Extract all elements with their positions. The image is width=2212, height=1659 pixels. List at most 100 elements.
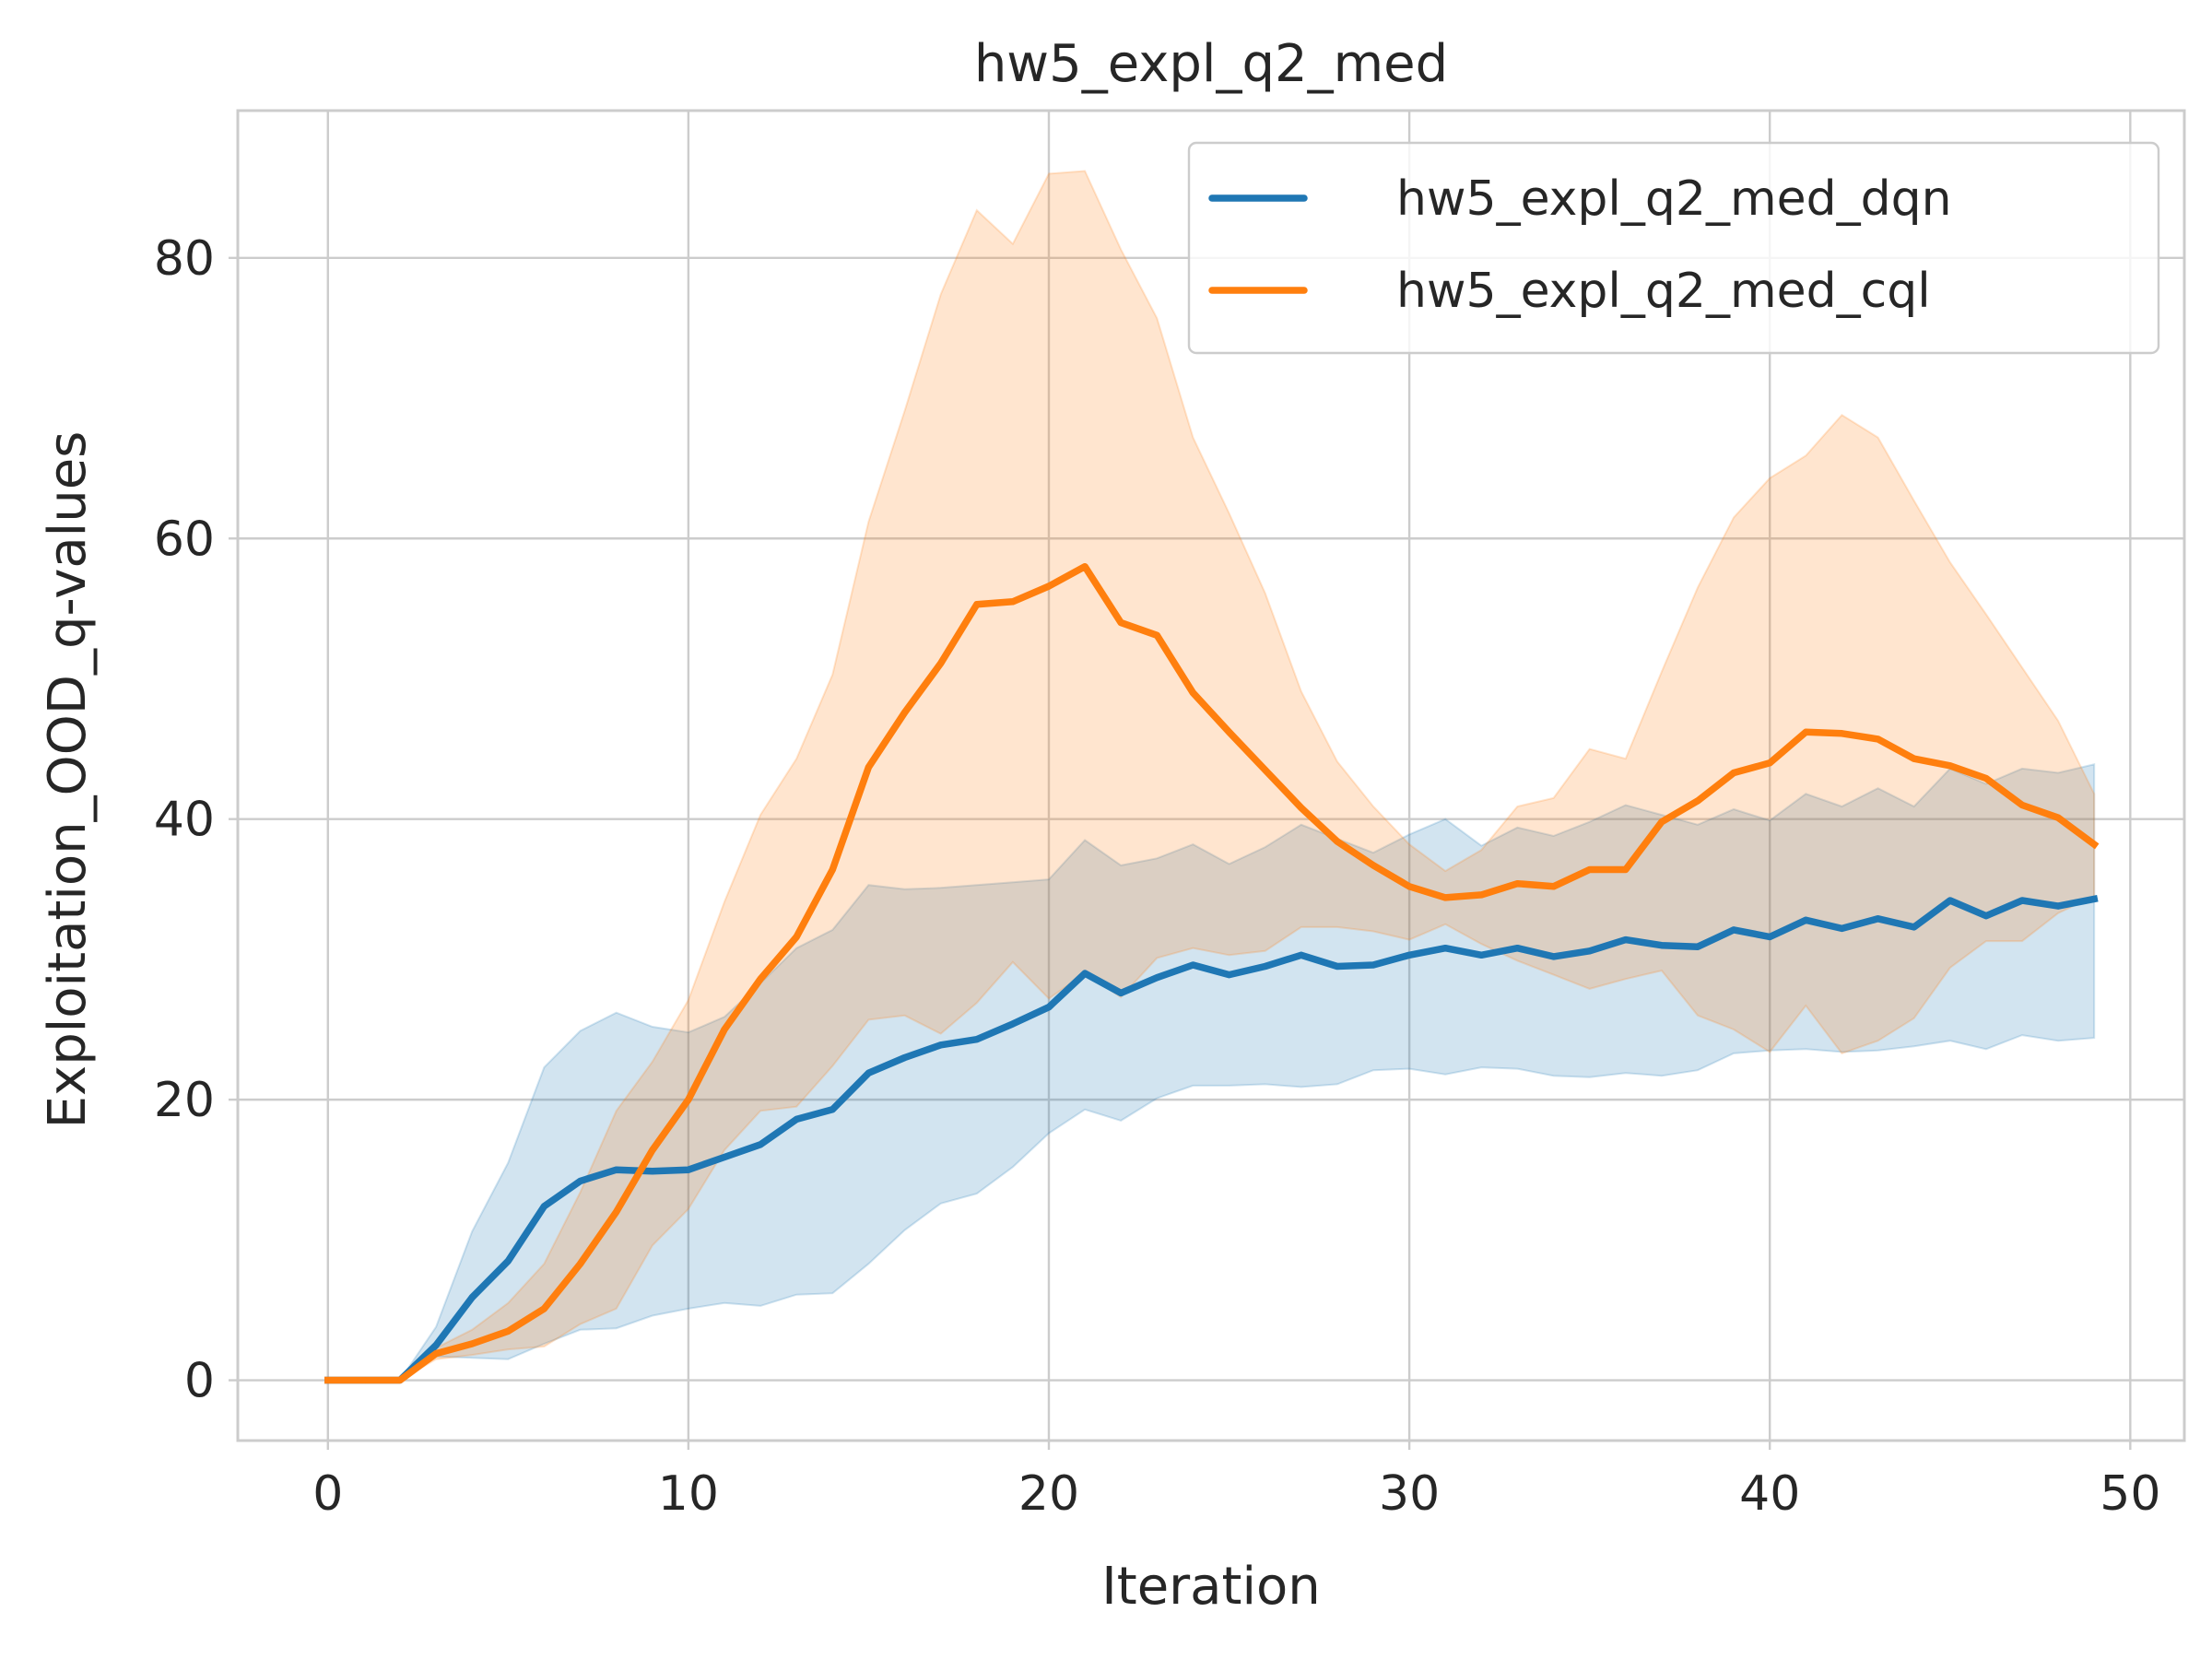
series-0-point [1730,926,1737,934]
series-0-point [1334,963,1341,970]
series-0-point [1802,916,1809,924]
series-0-point [1009,1020,1017,1028]
series-1-point [1694,797,1701,805]
series-1-point [1081,563,1088,571]
series-0-point [1226,971,1233,979]
series-0-point [1262,963,1269,970]
legend: hw5_expl_q2_med_dqn hw5_expl_q2_med_cql [1187,141,2160,355]
series-0-point [1045,1004,1053,1011]
series-0-point [1766,934,1773,940]
y-tick-label: 20 [154,1073,215,1128]
series-0-point [901,1054,909,1061]
series-0-point [540,1203,547,1210]
series-1-point [685,1096,692,1103]
plot-frame [236,109,2186,1442]
series-0-point [2054,902,2062,910]
series-1-point [1947,762,1954,770]
x-tick-label: 10 [658,1466,719,1522]
series-1-point [1045,582,1053,590]
series-1-point [2018,802,2026,808]
legend-box [1187,141,2160,355]
series-1-point [1370,862,1377,869]
series-0-point [1406,951,1413,959]
series-0-point [973,1036,981,1043]
series-0-point [1153,974,1160,982]
series-1-point [865,763,872,771]
series-0-point [2090,895,2098,902]
series-1-point [937,660,945,667]
series-1-point [1622,866,1630,873]
x-tick-label: 40 [1739,1466,1800,1522]
series-1-point [649,1147,656,1154]
y-tick-label: 60 [154,512,215,567]
series-lines [324,562,2100,1384]
series-1-point [1550,883,1558,890]
series-0-point [1117,989,1124,996]
series-1-point [324,1377,332,1383]
series-0-point [1513,945,1521,952]
series-0-point [432,1342,440,1348]
series-1-point [1477,891,1485,899]
series-0-point [1441,945,1449,952]
series-0-point [1298,951,1305,959]
series-1-point [2090,841,2098,848]
series-1-point [1298,805,1305,811]
series-0-point [865,1069,872,1077]
series-0-point [829,1106,836,1113]
y-tick-label: 0 [184,1354,215,1409]
x-tick-label: 30 [1379,1466,1440,1522]
series-1-point [360,1377,368,1383]
x-tick-label: 50 [2100,1466,2160,1522]
series-1-point [1730,770,1737,776]
series-1-point [1153,631,1160,639]
series-0-point [1911,924,1918,931]
series-1-point [1766,759,1773,767]
series-1-points [324,563,2098,1383]
series-0-point [1081,970,1088,977]
legend-label-1: hw5_expl_q2_med_cql [1396,264,1931,319]
series-0-point [1586,947,1594,955]
series-1-point [1838,730,1845,737]
series-0-point [685,1166,692,1173]
series-1-point [432,1350,440,1358]
chart-title: hw5_expl_q2_med [974,34,1448,94]
series-0-point [1694,943,1701,950]
series-1-point [1189,689,1196,697]
series-1-point [829,866,836,873]
series-1-point [1334,838,1341,845]
series-0-point [793,1115,800,1123]
x-axis-label: Iteration [1101,1557,1321,1617]
series-1-point [1009,598,1017,606]
series-0-point [1370,961,1377,969]
x-tick-label: 0 [312,1466,343,1522]
series-0-point [1550,953,1558,960]
series-0-point [613,1166,620,1173]
series-1-point [1226,728,1233,735]
series-0-point [1983,912,1990,920]
series-0-point [1189,961,1196,969]
y-tick-label: 80 [154,231,215,287]
series-0-point [721,1154,728,1160]
series-0-point [1838,924,1845,932]
series-1-point [793,934,800,940]
series-1-point [757,975,764,982]
series-0-point [1622,936,1630,944]
series-1-point [973,601,981,608]
y-tick-label: 40 [154,793,215,848]
plot-border [236,109,2186,1442]
series-1-point [613,1208,620,1216]
series-1-point [540,1305,547,1312]
series-1-point [1658,818,1665,826]
series-0-point [1947,897,1954,904]
series-0-point [577,1177,584,1184]
series-1-point [1983,775,1990,782]
series-1-point [1262,766,1269,773]
series-1-point [1802,728,1809,735]
series-1-point [721,1026,728,1033]
series-0-point [757,1141,764,1148]
x-tick-label: 20 [1018,1466,1079,1522]
x-axis-ticks: 0 10 20 30 40 50 [312,1441,2160,1522]
series-0-point [1477,951,1485,959]
series-1-point [1441,894,1449,901]
